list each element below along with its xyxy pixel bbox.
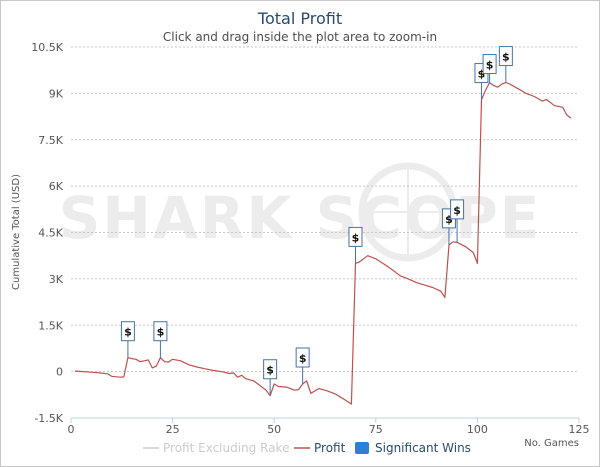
watermark-scope-icon [358,162,458,262]
y-axis-label: Cumulative Total (USD) [11,174,22,290]
legend-label: Profit Excluding Rake [163,441,289,455]
significant-win-flag[interactable]: $ [120,321,135,358]
legend[interactable]: Profit Excluding Rake Profit Significant W… [143,441,471,455]
flag-label: $ [486,59,494,72]
significant-win-flag[interactable]: $ [498,46,513,83]
significant-win-flag[interactable]: $ [263,359,278,396]
y-tick-label: 9K [49,87,64,100]
x-tick-label: 75 [369,423,383,436]
y-axis-ticks: -1.5K 0 1.5K 3K 4.5K 6K 7.5K 9K 10.5K [31,41,63,425]
x-tick-label: 50 [267,423,281,436]
legend-item-profit[interactable]: Profit [294,441,346,455]
significant-win-flag[interactable]: $ [482,54,497,83]
flag-box [263,359,278,380]
y-tick-label: 10.5K [31,41,63,54]
grid-lines [71,46,579,419]
flag-label: $ [453,204,461,217]
series-line-profit [75,82,572,405]
significant-win-flag[interactable]: $ [450,199,465,243]
flag-label: $ [352,231,360,244]
x-tick-label: 100 [467,423,488,436]
y-tick-label: 0 [56,366,63,379]
flag-label: $ [445,213,453,226]
flag-box [450,199,465,220]
y-tick-label: 6K [49,180,64,193]
flag-box [295,347,310,368]
x-axis-label: No. Games [524,438,579,449]
legend-label: Profit [314,441,346,455]
flag-label: $ [502,51,510,64]
watermark: SHARK SCOPE [59,184,542,252]
flag-label: $ [478,68,486,81]
flag-box [153,321,168,342]
y-tick-label: 1.5K [38,319,63,332]
flag-label: $ [266,364,274,377]
series-layer [75,82,572,405]
x-tick-label: 0 [68,423,75,436]
y-tick-label: -1.5K [34,412,63,425]
legend-label: Significant Wins [375,441,471,455]
y-tick-label: 7.5K [38,134,63,147]
y-tick-label: 4.5K [38,227,63,240]
x-axis-ticks: 0 25 50 75 100 125 [68,418,590,436]
significant-win-flag[interactable]: $ [295,347,310,384]
flag-box [482,54,497,75]
legend-swatch-box [355,442,369,454]
flag-label: $ [157,326,165,339]
legend-item-profit-excluding-rake[interactable]: Profit Excluding Rake [143,441,289,455]
significant-wins-flags: $ $$$$$$$$$ [120,46,513,396]
significant-win-flag[interactable]: $ [348,226,363,264]
significant-win-flag[interactable]: $ [153,321,168,358]
flag-label: $ [124,326,132,339]
chart-title: Total Profit [257,9,342,28]
x-tick-label: 125 [569,423,590,436]
y-tick-label: 3K [49,273,64,286]
chart-subtitle: Click and drag inside the plot area to z… [163,30,437,44]
flag-box [498,46,513,67]
flag-box [120,321,135,342]
x-tick-label: 25 [166,423,180,436]
flag-label: $ [299,352,307,365]
legend-item-significant-wins[interactable]: Significant Wins [355,441,471,455]
flag-box [348,226,363,247]
